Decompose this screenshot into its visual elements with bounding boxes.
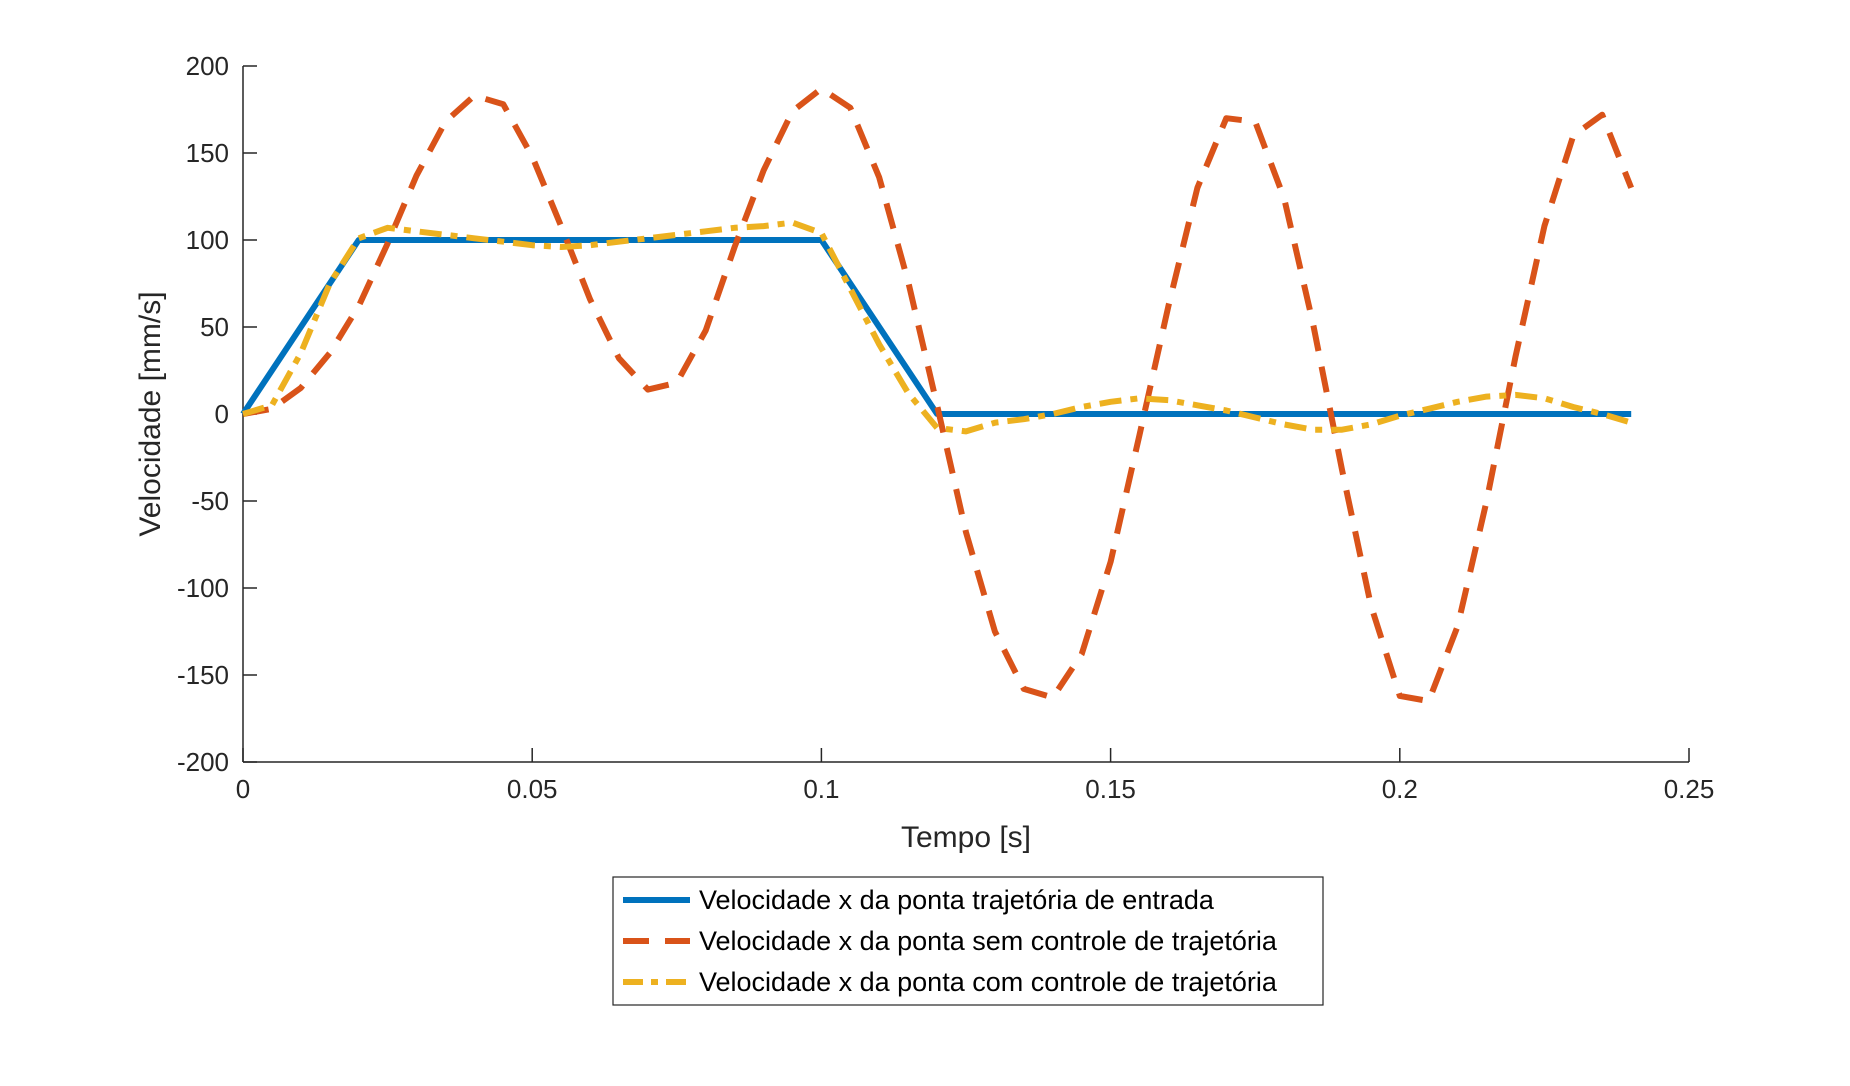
y-tick-label: -200 <box>177 747 229 777</box>
y-tick-label: 50 <box>200 312 229 342</box>
series-line-1 <box>240 237 1632 417</box>
series-line-3 <box>242 219 1633 435</box>
legend-box <box>612 876 1324 1006</box>
legend-label-3: Velocidade x da ponta com controle de tr… <box>699 967 1278 997</box>
x-tick-label: 0.2 <box>1382 774 1418 804</box>
x-tick-label: 0 <box>236 774 250 804</box>
y-tick-label: -150 <box>177 660 229 690</box>
series-layer <box>240 85 1634 705</box>
y-tick-label: 150 <box>186 138 229 168</box>
x-tick-label: 0.15 <box>1085 774 1136 804</box>
y-tick-label: -100 <box>177 573 229 603</box>
legend-label-2: Velocidade x da ponta sem controle de tr… <box>699 926 1278 956</box>
y-tick-label: -50 <box>191 486 229 516</box>
legend-label-1: Velocidade x da ponta trajetória de entr… <box>699 885 1215 915</box>
series-line-2 <box>242 85 1634 705</box>
legend: Velocidade x da ponta trajetória de entr… <box>612 876 1324 1006</box>
axes: 0 0.05 0.1 0.15 0.2 0.25 200 150 100 50 0 -50 -100 -1… <box>177 51 1714 804</box>
x-tick-label: 0.05 <box>507 774 558 804</box>
x-tick-label: 0.25 <box>1664 774 1715 804</box>
y-axis-label: Velocidade [mm/s] <box>134 291 167 536</box>
y-tick-label: 200 <box>186 51 229 81</box>
y-tick-label: 0 <box>215 399 229 429</box>
x-tick-label: 0.1 <box>803 774 839 804</box>
x-axis-label: Tempo [s] <box>901 821 1031 854</box>
y-tick-label: 100 <box>186 225 229 255</box>
